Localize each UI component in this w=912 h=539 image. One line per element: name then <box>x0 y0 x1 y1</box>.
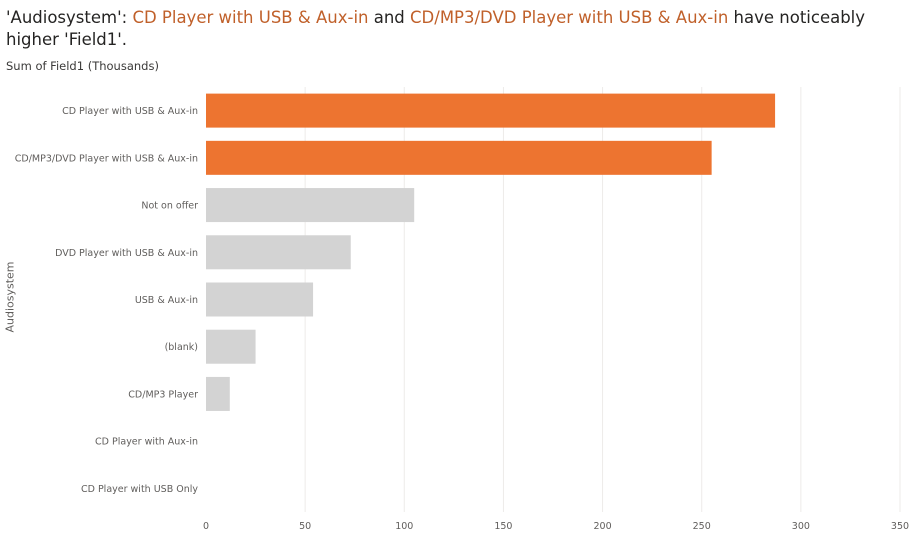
x-tick-label: 0 <box>203 521 209 532</box>
category-labels: CD Player with USB & Aux-in CD/MP3/DVD Pl… <box>15 106 199 495</box>
bar[interactable] <box>206 329 256 364</box>
chart-title: 'Audiosystem': CD Player with USB & Aux-… <box>6 7 896 51</box>
title-highlight-1: CD Player with USB & Aux-in <box>132 8 369 27</box>
title-highlight-2: CD/MP3/DVD Player with USB & Aux-in <box>410 8 729 27</box>
bar[interactable] <box>206 376 230 411</box>
x-tick-label: 300 <box>792 521 810 532</box>
title-prefix: 'Audiosystem': <box>6 8 133 27</box>
bar[interactable] <box>206 93 776 128</box>
title-suffix: have noticeably higher 'Field1'. <box>6 8 866 49</box>
bars <box>206 93 776 411</box>
category-label: DVD Player with USB & Aux-in <box>55 248 198 259</box>
category-label: CD Player with USB & Aux-in <box>62 106 198 117</box>
x-axis-ticks: 0 50 100 150 200 250 300 350 <box>203 521 909 532</box>
category-label: Not on offer <box>141 201 198 212</box>
title-middle: and <box>368 8 411 27</box>
x-tick-label: 350 <box>891 521 909 532</box>
chart-subtitle: Sum of Field1 (Thousands) <box>6 59 159 73</box>
category-label: CD Player with Aux-in <box>95 437 198 448</box>
x-tick-label: 50 <box>299 521 311 532</box>
category-label: CD/MP3/DVD Player with USB & Aux-in <box>15 153 198 164</box>
x-tick-label: 200 <box>594 521 612 532</box>
category-label: (blank) <box>165 342 198 353</box>
category-label: CD/MP3 Player <box>128 389 198 400</box>
bar[interactable] <box>206 188 415 223</box>
category-label: CD Player with USB Only <box>81 484 198 495</box>
bar[interactable] <box>206 140 712 175</box>
bar[interactable] <box>206 235 351 270</box>
x-tick-label: 150 <box>494 521 512 532</box>
category-label: USB & Aux-in <box>135 295 198 306</box>
bar[interactable] <box>206 282 314 317</box>
x-tick-label: 250 <box>693 521 711 532</box>
x-tick-label: 100 <box>395 521 413 532</box>
